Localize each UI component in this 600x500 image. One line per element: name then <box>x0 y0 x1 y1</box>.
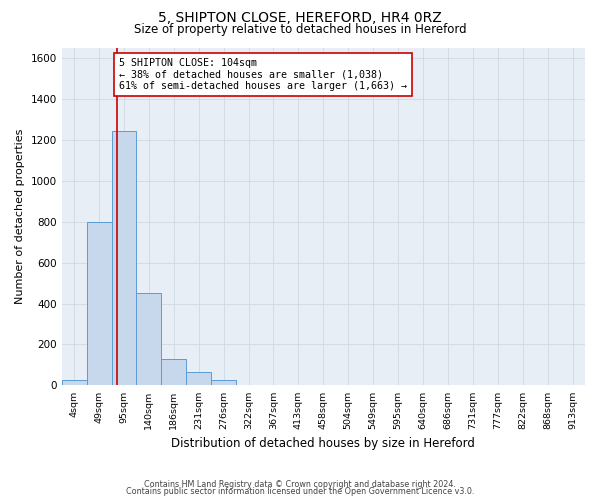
Bar <box>136 294 161 386</box>
Text: 5, SHIPTON CLOSE, HEREFORD, HR4 0RZ: 5, SHIPTON CLOSE, HEREFORD, HR4 0RZ <box>158 11 442 25</box>
Y-axis label: Number of detached properties: Number of detached properties <box>15 129 25 304</box>
Text: Contains public sector information licensed under the Open Government Licence v3: Contains public sector information licen… <box>126 487 474 496</box>
Bar <box>112 132 136 386</box>
Text: Size of property relative to detached houses in Hereford: Size of property relative to detached ho… <box>134 22 466 36</box>
Bar <box>86 222 112 386</box>
Bar <box>161 359 186 386</box>
X-axis label: Distribution of detached houses by size in Hereford: Distribution of detached houses by size … <box>172 437 475 450</box>
Bar <box>186 372 211 386</box>
Bar <box>211 380 236 386</box>
Text: Contains HM Land Registry data © Crown copyright and database right 2024.: Contains HM Land Registry data © Crown c… <box>144 480 456 489</box>
Text: 5 SHIPTON CLOSE: 104sqm
← 38% of detached houses are smaller (1,038)
61% of semi: 5 SHIPTON CLOSE: 104sqm ← 38% of detache… <box>119 58 407 91</box>
Bar <box>62 380 86 386</box>
